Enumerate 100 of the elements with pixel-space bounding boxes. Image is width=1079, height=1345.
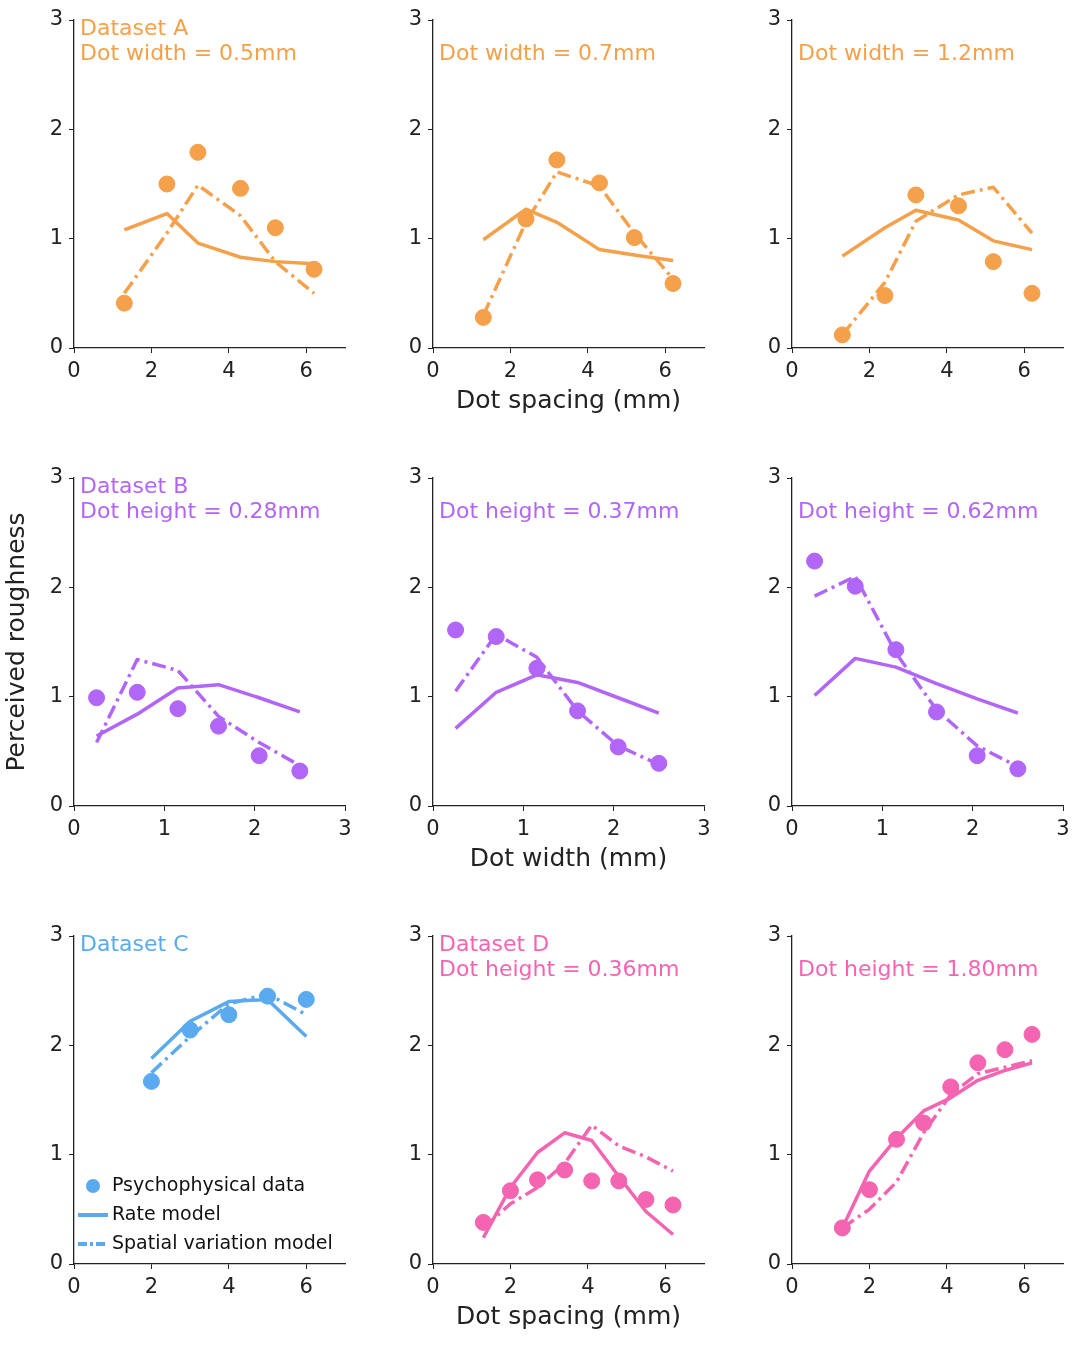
x-tick-label: 2 — [144, 1274, 159, 1299]
y-tick-label: 0 — [49, 1250, 63, 1275]
y-tick-label: 1 — [767, 225, 781, 250]
text: Dot width = 0.7mm — [439, 39, 656, 65]
point — [569, 702, 587, 720]
text: Dot height = 0.36mm — [439, 955, 680, 981]
point — [189, 143, 207, 161]
x-tick-label: 0 — [785, 358, 799, 383]
x-tick-label: 6 — [1017, 358, 1031, 383]
y-tick-label: 3 — [408, 6, 422, 31]
y-tick-label: 1 — [408, 1141, 422, 1166]
y-tick-label: 0 — [408, 792, 422, 817]
x-tick-label: 6 — [658, 358, 672, 383]
y-tick-label: 2 — [408, 573, 422, 598]
y-tick-label: 1 — [49, 683, 63, 708]
y-tick-label: 1 — [49, 1141, 63, 1166]
point — [887, 641, 905, 659]
x-tick-label: 0 — [67, 1274, 81, 1299]
point — [220, 1006, 238, 1024]
y-tick-label: 2 — [49, 115, 63, 140]
text: Dot height = 1.80mm — [798, 955, 1039, 981]
y-tick-label: 1 — [408, 225, 422, 250]
point — [88, 689, 106, 707]
x-tick-label: 3 — [1056, 816, 1070, 841]
legend-label: Spatial variation model — [112, 1230, 333, 1253]
point — [984, 253, 1002, 271]
point — [942, 1078, 960, 1096]
x-tick-label: 0 — [426, 358, 440, 383]
y-tick-label: 0 — [408, 334, 422, 359]
chart-title: Dataset C — [80, 930, 189, 956]
y-tick-label: 3 — [767, 464, 781, 489]
y-tick-label: 3 — [408, 464, 422, 489]
y-tick-label: 1 — [767, 1141, 781, 1166]
y-axis-title: Perceived roughness — [0, 512, 30, 772]
x-tick-label: 1 — [516, 816, 531, 841]
y-tick-label: 2 — [408, 1031, 422, 1056]
x-tick-label: 2 — [606, 816, 621, 841]
x-tick-label: 2 — [247, 816, 262, 841]
text: Dot height = 0.28mm — [80, 497, 321, 523]
y-tick-label: 1 — [49, 225, 63, 250]
x-tick-label: 4 — [222, 1274, 236, 1299]
point — [664, 274, 682, 292]
point — [305, 260, 323, 278]
y-tick-label: 2 — [49, 573, 63, 598]
text: Dot height = 0.62mm — [798, 497, 1039, 523]
x-tick-label: 2 — [503, 1274, 518, 1299]
x-tick-label: 2 — [503, 358, 518, 383]
point — [266, 219, 284, 237]
y-tick-label: 3 — [408, 922, 422, 947]
point — [474, 308, 492, 326]
x-tick-label: 2 — [862, 358, 877, 383]
y-tick-label: 3 — [767, 6, 781, 31]
x-tick-label: 4 — [581, 1274, 595, 1299]
point — [297, 990, 315, 1008]
chart-title: Dataset B — [80, 472, 189, 498]
x-tick-label: 2 — [965, 816, 980, 841]
point — [876, 287, 894, 305]
x-tick-label: 6 — [658, 1274, 672, 1299]
x-tick-label: 6 — [299, 1274, 313, 1299]
point — [250, 747, 268, 765]
y-tick-label: 1 — [408, 683, 422, 708]
point — [158, 175, 176, 193]
x-tick-label: 2 — [144, 358, 159, 383]
y-tick-label: 0 — [408, 1250, 422, 1275]
y-tick-label: 3 — [767, 922, 781, 947]
point — [210, 717, 228, 735]
x-tick-label: 2 — [862, 1274, 877, 1299]
x-tick-label: 1 — [875, 816, 890, 841]
point — [996, 1041, 1014, 1059]
x-tick-label: 6 — [299, 358, 313, 383]
chart-title: Dataset D — [439, 930, 550, 956]
point — [142, 1072, 160, 1090]
y-tick-label: 0 — [767, 1250, 781, 1275]
y-tick-label: 2 — [767, 1031, 781, 1056]
point — [231, 179, 249, 197]
point — [291, 762, 309, 780]
y-tick-label: 3 — [49, 922, 63, 947]
point — [169, 700, 187, 718]
y-tick-label: 3 — [49, 464, 63, 489]
y-tick-label: 0 — [767, 792, 781, 817]
y-tick-label: 2 — [767, 115, 781, 140]
x-tick-label: 0 — [67, 358, 81, 383]
point — [968, 747, 986, 765]
x-tick-label: 0 — [426, 816, 440, 841]
y-tick-label: 0 — [767, 334, 781, 359]
y-tick-label: 3 — [49, 6, 63, 31]
x-axis-title: Dot spacing (mm) — [455, 1300, 682, 1330]
x-tick-label: 1 — [157, 816, 172, 841]
text: Dot width = 1.2mm — [798, 39, 1015, 65]
point — [548, 151, 566, 169]
x-tick-label: 3 — [697, 816, 711, 841]
point — [860, 1181, 878, 1199]
x-tick-label: 0 — [785, 1274, 799, 1299]
text: Dot width = 0.5mm — [80, 39, 297, 65]
y-tick-label: 2 — [49, 1031, 63, 1056]
x-tick-label: 4 — [581, 358, 595, 383]
x-tick-label: 4 — [222, 358, 236, 383]
x-tick-label: 4 — [940, 358, 954, 383]
legend-label: Psychophysical data — [112, 1172, 306, 1195]
y-tick-label: 2 — [767, 573, 781, 598]
